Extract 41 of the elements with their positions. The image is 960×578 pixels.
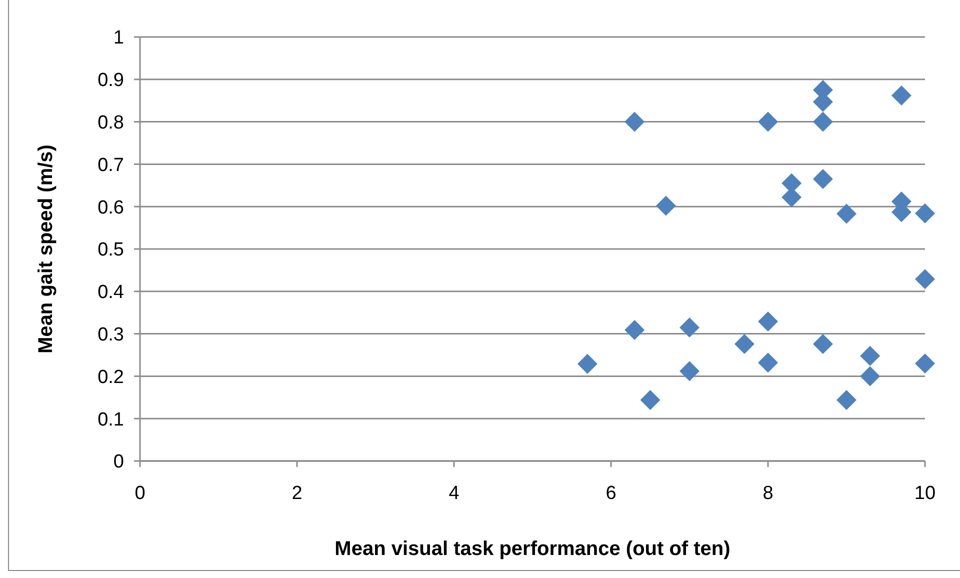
point — [640, 390, 660, 410]
point — [624, 320, 645, 340]
y-axis-title: Mean gait speed (m/s) — [35, 144, 57, 354]
y-tick-label: 0.9 — [98, 70, 124, 92]
y-tick-label: 0.6 — [98, 197, 124, 218]
point — [836, 390, 856, 410]
point — [758, 352, 778, 373]
x-tick-label: 10 — [914, 483, 936, 504]
y-tick-label: 0 — [113, 452, 124, 473]
point — [836, 204, 856, 224]
y-tick-label: 0.5 — [98, 240, 124, 261]
x-tick-label: 6 — [606, 483, 616, 504]
point — [915, 203, 935, 224]
y-tick-label: 1 — [113, 28, 124, 49]
x-tick-label: 8 — [762, 483, 774, 504]
point — [656, 196, 676, 216]
point — [891, 86, 912, 106]
point — [860, 366, 880, 386]
x-axis-title: Mean visual task performance (out of ten) — [334, 538, 730, 560]
point — [812, 112, 833, 132]
point — [624, 112, 645, 132]
y-tick-label: 0.3 — [98, 324, 124, 346]
x-tick-label: 4 — [448, 483, 460, 504]
point — [734, 334, 754, 354]
point — [758, 112, 778, 132]
point — [915, 353, 935, 374]
y-tick-label: 0.7 — [98, 154, 124, 176]
point — [812, 169, 833, 190]
point — [577, 354, 598, 374]
point — [680, 361, 700, 382]
y-tick-label: 0.4 — [98, 282, 124, 304]
point — [860, 346, 880, 366]
x-tick-label: 0 — [134, 483, 146, 504]
y-tick-label: 0.1 — [98, 409, 124, 430]
x-tick-label: 2 — [292, 483, 302, 504]
y-tick-label: 0.2 — [98, 366, 124, 388]
point — [680, 317, 700, 338]
point — [758, 312, 778, 332]
point — [915, 269, 935, 290]
point — [812, 334, 833, 354]
y-tick-label: 0.8 — [98, 112, 124, 134]
